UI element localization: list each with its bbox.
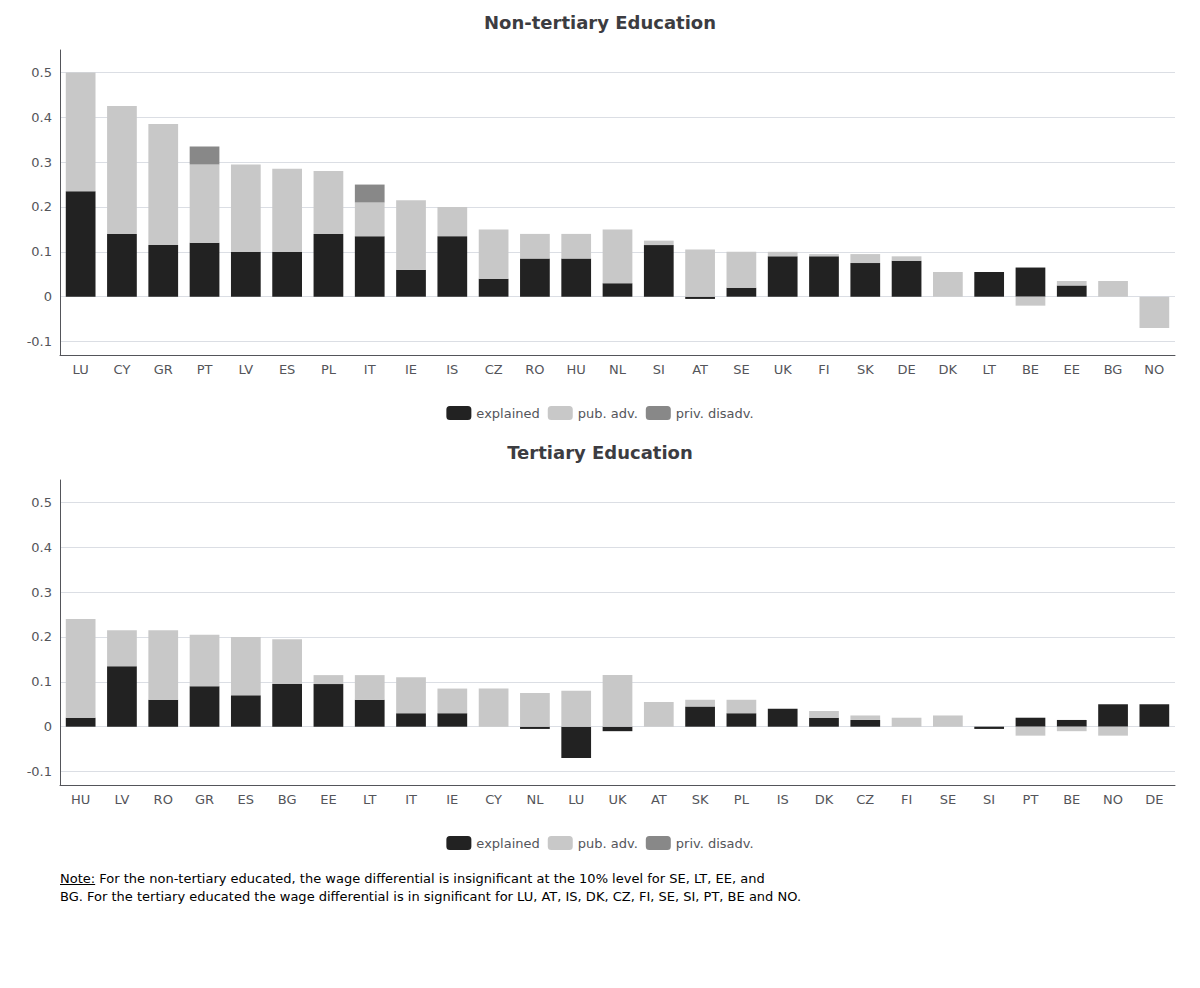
svg-text:HU: HU xyxy=(567,362,586,377)
svg-text:CY: CY xyxy=(485,792,502,807)
svg-text:SI: SI xyxy=(983,792,995,807)
svg-text:0.5: 0.5 xyxy=(31,65,52,80)
svg-text:NO: NO xyxy=(1144,362,1164,377)
svg-text:CZ: CZ xyxy=(856,792,874,807)
svg-text:-0.1: -0.1 xyxy=(27,764,52,779)
svg-text:AT: AT xyxy=(651,792,667,807)
svg-text:GR: GR xyxy=(195,792,214,807)
svg-text:0: 0 xyxy=(44,719,52,734)
svg-text:NL: NL xyxy=(526,792,544,807)
svg-text:GR: GR xyxy=(154,362,173,377)
svg-text:Tertiary Education: Tertiary Education xyxy=(507,442,693,463)
svg-text:-0.1: -0.1 xyxy=(27,334,52,349)
svg-text:0.1: 0.1 xyxy=(31,674,52,689)
svg-text:IS: IS xyxy=(777,792,789,807)
svg-text:UK: UK xyxy=(608,792,627,807)
svg-text:UK: UK xyxy=(774,362,793,377)
svg-text:DK: DK xyxy=(939,362,958,377)
svg-text:LT: LT xyxy=(363,792,376,807)
svg-text:RO: RO xyxy=(154,792,173,807)
svg-text:Non-tertiary Education: Non-tertiary Education xyxy=(484,12,716,33)
svg-text:BE: BE xyxy=(1063,792,1080,807)
svg-text:explained: explained xyxy=(476,836,539,851)
svg-text:SK: SK xyxy=(692,792,709,807)
svg-text:PT: PT xyxy=(197,362,213,377)
svg-text:priv. disadv.: priv. disadv. xyxy=(676,406,754,421)
svg-text:IS: IS xyxy=(446,362,458,377)
svg-text:0.2: 0.2 xyxy=(31,629,52,644)
svg-text:CY: CY xyxy=(114,362,131,377)
svg-text:PL: PL xyxy=(734,792,750,807)
svg-text:SE: SE xyxy=(940,792,956,807)
svg-text:LT: LT xyxy=(982,362,995,377)
svg-text:CZ: CZ xyxy=(485,362,503,377)
svg-text:0.4: 0.4 xyxy=(31,110,52,125)
svg-text:NO: NO xyxy=(1103,792,1123,807)
svg-text:0.3: 0.3 xyxy=(31,155,52,170)
svg-text:PL: PL xyxy=(321,362,337,377)
svg-text:SE: SE xyxy=(733,362,749,377)
svg-text:pub. adv.: pub. adv. xyxy=(578,406,638,421)
svg-text:SI: SI xyxy=(653,362,665,377)
svg-text:ES: ES xyxy=(279,362,295,377)
svg-text:0.5: 0.5 xyxy=(31,495,52,510)
svg-text:DK: DK xyxy=(815,792,834,807)
svg-text:LV: LV xyxy=(115,792,130,807)
svg-text:EE: EE xyxy=(1064,362,1080,377)
svg-text:BG: BG xyxy=(278,792,297,807)
svg-text:HU: HU xyxy=(71,792,90,807)
svg-text:EE: EE xyxy=(320,792,336,807)
svg-text:ES: ES xyxy=(238,792,254,807)
svg-text:NL: NL xyxy=(609,362,627,377)
svg-text:DE: DE xyxy=(1145,792,1163,807)
svg-text:BG: BG xyxy=(1104,362,1123,377)
svg-text:IE: IE xyxy=(446,792,458,807)
svg-text:0.4: 0.4 xyxy=(31,540,52,555)
svg-text:SK: SK xyxy=(857,362,874,377)
svg-text:PT: PT xyxy=(1023,792,1039,807)
svg-text:AT: AT xyxy=(692,362,708,377)
svg-text:IT: IT xyxy=(405,792,417,807)
svg-text:RO: RO xyxy=(525,362,544,377)
svg-text:0.1: 0.1 xyxy=(31,244,52,259)
svg-text:LU: LU xyxy=(73,362,89,377)
svg-text:LU: LU xyxy=(568,792,584,807)
svg-text:IE: IE xyxy=(405,362,417,377)
svg-text:0.2: 0.2 xyxy=(31,199,52,214)
svg-text:0.3: 0.3 xyxy=(31,585,52,600)
svg-text:DE: DE xyxy=(897,362,915,377)
svg-text:IT: IT xyxy=(364,362,376,377)
html-text:BG. For the tertiary educated: BG. For the tertiary educated the wage d… xyxy=(60,889,801,904)
svg-text:BE: BE xyxy=(1022,362,1039,377)
svg-text:pub. adv.: pub. adv. xyxy=(578,836,638,851)
svg-text:priv. disadv.: priv. disadv. xyxy=(676,836,754,851)
svg-text:LV: LV xyxy=(238,362,253,377)
svg-text:FI: FI xyxy=(901,792,912,807)
svg-text:FI: FI xyxy=(818,362,829,377)
svg-text:explained: explained xyxy=(476,406,539,421)
html-text:Note: For the non-tertiary edu: Note: For the non-tertiary educated, the… xyxy=(60,871,765,886)
svg-text:0: 0 xyxy=(44,289,52,304)
